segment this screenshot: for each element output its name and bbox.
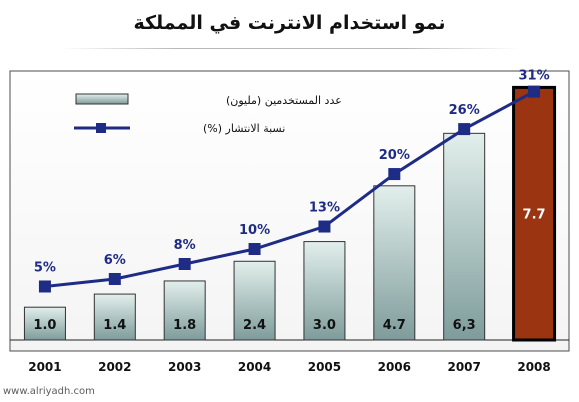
line-value-label-2007: 26% <box>449 103 480 118</box>
line-value-label-2001: 5% <box>34 260 56 275</box>
bar-2001 <box>23 306 66 341</box>
bar-2008 <box>512 85 557 342</box>
chart-title: نمو استخدام الانترنت في المملكة <box>133 12 446 34</box>
bar-value-label-2004: 2.4 <box>243 318 266 333</box>
x-tick-label-2004: 2004 <box>238 360 271 374</box>
x-tick-label-2002: 2002 <box>98 360 131 374</box>
bar-value-label-2003: 1.8 <box>173 318 196 333</box>
bar-2004 <box>233 260 276 341</box>
watermark: www.alriyadh.com <box>3 386 95 397</box>
line-value-label-2002: 6% <box>104 253 126 268</box>
line-point-2007 <box>458 123 471 136</box>
penetration-line <box>44 90 535 288</box>
line-value-label-2006: 20% <box>379 148 410 163</box>
legend-line-label: نسبة الانتشار (%) <box>203 122 285 135</box>
line-value-label-2003: 8% <box>174 238 196 253</box>
line-point-2008 <box>528 85 541 98</box>
line-point-2003 <box>178 257 191 270</box>
x-tick-label-2003: 2003 <box>168 360 201 374</box>
bar-value-label-2008: 7.7 <box>523 208 546 223</box>
line-point-2005 <box>318 220 331 233</box>
bar-value-label-2005: 3.0 <box>313 318 336 333</box>
line-value-label-2005: 13% <box>309 201 340 216</box>
line-point-2004 <box>248 243 261 256</box>
bar-2002 <box>93 293 136 341</box>
bar-value-label-2006: 4.7 <box>383 318 406 333</box>
bar-value-label-2002: 1.4 <box>103 318 126 333</box>
bar-value-label-2007: 6,3 <box>453 318 476 333</box>
x-tick-label-2005: 2005 <box>308 360 341 374</box>
x-tick-label-2001: 2001 <box>28 360 61 374</box>
legend-bar-swatch <box>75 93 129 105</box>
x-tick-label-2006: 2006 <box>378 360 411 374</box>
bar-2005 <box>303 241 346 341</box>
line-value-label-2004: 10% <box>239 223 270 238</box>
x-tick-label-2007: 2007 <box>447 360 480 374</box>
line-point-2002 <box>108 272 121 285</box>
bar-value-label-2001: 1.0 <box>33 318 56 333</box>
bar-2007 <box>443 132 486 341</box>
legend-line-marker <box>96 123 106 133</box>
bar-2003 <box>163 280 206 341</box>
title-divider <box>60 48 520 49</box>
line-value-label-2008: 31% <box>519 69 550 84</box>
x-tick-label-2008: 2008 <box>517 360 550 374</box>
legend-bar-label: عدد المستخدمين (مليون) <box>226 94 342 107</box>
line-point-2001 <box>38 280 51 293</box>
line-point-2006 <box>388 168 401 181</box>
bar-2006 <box>373 185 416 341</box>
